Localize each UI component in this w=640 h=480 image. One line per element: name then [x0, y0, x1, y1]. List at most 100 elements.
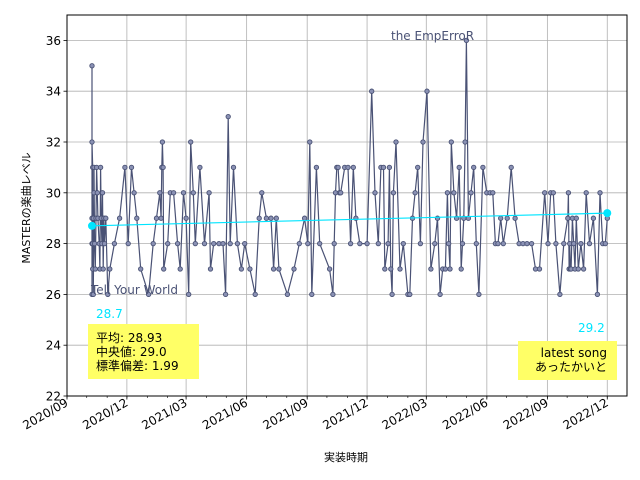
data-point [369, 88, 375, 94]
data-point [350, 164, 356, 171]
latest-song-title: あったかいと [535, 360, 607, 374]
data-point [247, 266, 253, 272]
data-point [89, 63, 95, 69]
data-point [468, 190, 474, 196]
data-point [432, 240, 438, 247]
data-point [313, 164, 320, 171]
data-point [158, 215, 164, 221]
trend-start-point [88, 221, 97, 230]
data-point [447, 266, 453, 272]
data-point [91, 240, 98, 247]
data-point [380, 164, 387, 171]
data-point [557, 291, 563, 298]
data-point [177, 266, 183, 272]
data-point [412, 190, 418, 196]
data-point [594, 291, 601, 298]
data-point [476, 291, 482, 298]
latest-song-label: latest song [541, 346, 607, 360]
y-tick-label: 28 [46, 237, 61, 251]
data-point [498, 215, 504, 221]
data-point [201, 240, 208, 247]
x-tick-label: 2021/12 [320, 395, 370, 432]
data-point [317, 240, 323, 247]
data-point [227, 240, 233, 247]
stats-mean: 平均: 28.93 [96, 331, 162, 345]
data-point [307, 139, 313, 145]
data-point [107, 266, 113, 272]
y-tick-label: 26 [46, 288, 61, 302]
data-point [263, 215, 270, 221]
data-point [428, 266, 434, 272]
data-point [330, 291, 336, 298]
x-tick-label: 2022/09 [501, 395, 551, 432]
data-point [490, 190, 496, 196]
data-point [206, 190, 212, 196]
y-tick-label: 30 [46, 186, 61, 200]
x-ticks: 2020/09 2020/12 2021/03 2021/06 2021/09 2021/… [20, 395, 610, 432]
data-point [220, 240, 226, 247]
data-point [145, 291, 152, 298]
y-tick-label: 32 [46, 136, 61, 150]
first-song-label: Tell Your World [90, 283, 178, 297]
y-tick-label: 34 [46, 85, 61, 99]
latest-box-background [518, 341, 617, 380]
data-point [89, 139, 95, 145]
data-point [565, 215, 571, 221]
data-point [309, 291, 315, 298]
data-point [424, 88, 430, 94]
data-point [131, 190, 137, 196]
data-point [442, 266, 449, 272]
data-point [301, 215, 308, 221]
data-point [578, 240, 584, 247]
data-point [234, 240, 241, 247]
stats-std: 標準偏差: 1.99 [96, 358, 179, 373]
data-point [90, 291, 96, 298]
data-point [444, 190, 451, 196]
data-point [471, 164, 477, 171]
y-tick-label: 22 [46, 390, 61, 404]
x-tick-label: 2021/06 [200, 395, 250, 432]
data-point [159, 139, 166, 145]
stats-median: 中央値: 29.0 [96, 344, 167, 359]
data-point [256, 215, 262, 221]
data-point [225, 113, 231, 120]
data-point [512, 215, 518, 221]
data-point [116, 215, 123, 221]
data-point [161, 266, 167, 272]
data-point [165, 240, 171, 247]
data-point [338, 190, 344, 196]
data-point [125, 240, 131, 247]
data-point [463, 37, 470, 44]
data-point [590, 215, 597, 221]
data-point [197, 164, 203, 171]
data-point [451, 190, 457, 196]
data-point [134, 215, 140, 221]
data-point [335, 164, 341, 171]
data-point [259, 190, 265, 196]
data-point [462, 139, 468, 145]
data-point [400, 240, 406, 247]
data-point [276, 266, 282, 272]
data-point [580, 266, 587, 272]
data-point [170, 190, 177, 196]
data-point [385, 240, 391, 247]
x-tick-label: 2021/09 [261, 395, 311, 432]
data-point [420, 139, 426, 145]
data-point [160, 164, 166, 171]
series-layer [89, 37, 610, 298]
data-point [575, 266, 581, 272]
data-point [417, 240, 424, 247]
data-point [473, 240, 479, 247]
data-point [268, 215, 274, 221]
trend-end-point [603, 209, 612, 218]
data-point [565, 190, 572, 196]
data-point [94, 190, 100, 196]
trend-layer [88, 209, 612, 230]
data-point [390, 190, 397, 196]
data-point [183, 215, 189, 221]
data-point [97, 164, 104, 171]
data-point [446, 240, 452, 247]
latest-box: latest song あったかいと [518, 341, 617, 380]
data-point [536, 266, 543, 272]
data-point [211, 240, 217, 247]
